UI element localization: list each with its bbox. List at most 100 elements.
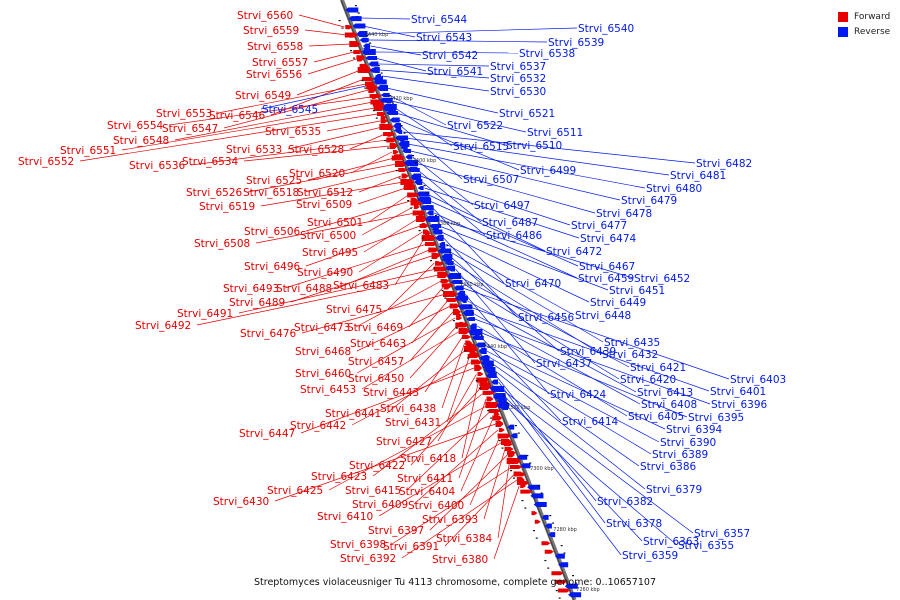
reverse-gene-label: Strvi_6537 <box>490 61 546 73</box>
reverse-leader-line <box>495 375 597 502</box>
reverse-cluster-gene-feature <box>431 226 439 232</box>
reverse-gene-label: Strvi_6507 <box>463 174 519 186</box>
forward-gene-label: Strvi_6552 <box>18 156 74 168</box>
reverse-gene-label: Strvi_6482 <box>696 158 752 170</box>
reverse-cluster-gene-feature <box>407 166 418 172</box>
forward-gene-feature <box>461 335 471 339</box>
forward-cluster-gene-feature <box>434 261 444 266</box>
forward-leader-line <box>328 404 489 491</box>
forward-cluster-gene-feature <box>479 382 492 387</box>
reverse-leader-line <box>379 69 490 79</box>
forward-gene-label: Strvi_6536 <box>129 160 186 172</box>
forward-gene-feature <box>437 272 449 278</box>
reverse-gene-label: Strvi_6487 <box>482 217 538 229</box>
reverse-gene-label: Strvi_6478 <box>596 208 652 220</box>
feature-tick-mark <box>487 410 490 412</box>
forward-gene-feature <box>498 428 505 432</box>
feature-tick-mark <box>387 147 390 149</box>
reverse-leader-line <box>441 231 590 303</box>
feature-tick-mark <box>354 5 357 7</box>
forward-gene-label: Strvi_6535 <box>265 126 321 138</box>
reverse-gene-label: Strvi_6499 <box>520 165 576 177</box>
forward-leader-line <box>349 133 386 150</box>
feature-tick-mark <box>395 170 398 172</box>
forward-gene-label: Strvi_6495 <box>302 247 358 259</box>
forward-leader-line <box>437 373 477 442</box>
forward-cluster-gene-feature <box>531 511 538 516</box>
forward-gene-label: Strvi_6441 <box>325 408 381 420</box>
reverse-gene-feature <box>438 248 452 254</box>
forward-gene-label: Strvi_6493 <box>223 283 279 295</box>
reverse-cluster-gene-feature <box>517 454 528 460</box>
feature-tick-mark <box>357 12 360 14</box>
forward-gene-label: Strvi_6415 <box>345 485 401 497</box>
reverse-cluster-gene-feature <box>482 364 493 370</box>
reverse-cluster-gene-feature <box>486 373 497 378</box>
feature-tick-mark <box>441 290 444 292</box>
reverse-cluster-gene-feature <box>564 583 578 589</box>
forward-leader-line <box>387 262 435 310</box>
reverse-gene-feature <box>380 93 390 97</box>
legend-reverse-label: Reverse <box>854 26 891 37</box>
reverse-cluster-gene-feature <box>382 106 396 112</box>
forward-gene-feature <box>412 210 426 216</box>
forward-leader-line <box>350 151 393 174</box>
forward-gene-feature <box>424 242 437 246</box>
reverse-gene-label: Strvi_6459 <box>578 273 634 285</box>
forward-gene-label: Strvi_6398 <box>330 539 386 551</box>
feature-tick-mark <box>514 425 517 427</box>
forward-gene-feature <box>428 247 439 253</box>
feature-tick-mark <box>469 305 472 307</box>
forward-gene-label: Strvi_6469 <box>347 322 403 334</box>
forward-cluster-gene-feature <box>520 489 533 494</box>
forward-cluster-gene-feature <box>372 102 385 107</box>
reverse-leader-line <box>500 388 694 534</box>
reverse-gene-label: Strvi_6486 <box>486 230 543 242</box>
feature-tick-mark <box>437 222 440 224</box>
legend: Forward Reverse <box>838 9 890 39</box>
feature-tick-mark <box>380 72 383 74</box>
forward-gene-feature <box>398 168 408 172</box>
forward-cluster-gene-feature <box>407 192 420 197</box>
forward-gene-label: Strvi_6549 <box>235 90 291 102</box>
reverse-gene-label: Strvi_6359 <box>622 550 678 562</box>
reverse-gene-label: Strvi_6389 <box>652 449 708 461</box>
forward-gene-label: Strvi_6557 <box>252 57 308 69</box>
reverse-gene-feature <box>416 191 430 197</box>
forward-gene-label: Strvi_6404 <box>399 486 456 498</box>
reverse-leader-line <box>462 287 730 380</box>
reverse-gene-label: Strvi_6437 <box>536 358 592 370</box>
ruler-tick-label: 7340 kbp <box>484 344 508 350</box>
feature-tick-mark <box>555 590 558 592</box>
forward-gene-label: Strvi_6506 <box>244 226 301 238</box>
feature-tick-mark <box>352 57 355 59</box>
reverse-leader-line <box>434 212 578 279</box>
reverse-gene-label: Strvi_6497 <box>474 200 530 212</box>
reverse-gene-label: Strvi_6522 <box>447 120 503 132</box>
feature-tick-mark <box>552 522 555 524</box>
forward-gene-label: Strvi_6490 <box>297 267 353 279</box>
reverse-gene-label: Strvi_6477 <box>571 220 627 232</box>
forward-leader-line <box>401 479 518 559</box>
forward-leader-line <box>304 29 348 36</box>
forward-gene-feature <box>504 447 514 451</box>
forward-leader-line <box>190 139 388 166</box>
forward-gene-feature <box>486 396 494 402</box>
reverse-gene-label: Strvi_6511 <box>527 127 583 139</box>
reverse-gene-label: Strvi_6542 <box>422 50 478 62</box>
reverse-leader-line <box>445 243 575 316</box>
reverse-gene-feature <box>425 216 440 222</box>
forward-gene-label: Strvi_6468 <box>295 346 351 358</box>
forward-leader-line <box>444 473 515 547</box>
feature-tick-mark <box>421 237 424 239</box>
reverse-cluster-gene-feature <box>373 76 384 82</box>
forward-leader-line <box>284 243 428 289</box>
feature-tick-mark <box>449 252 452 254</box>
reverse-cluster-gene-feature <box>492 394 506 400</box>
forward-gene-label: Strvi_6558 <box>247 41 303 53</box>
reverse-cluster-gene-feature <box>568 592 582 598</box>
reverse-cluster-gene-feature <box>394 127 402 133</box>
feature-tick-mark <box>455 327 458 329</box>
reverse-cluster-gene-feature <box>420 205 434 211</box>
feature-tick-mark <box>423 185 426 187</box>
